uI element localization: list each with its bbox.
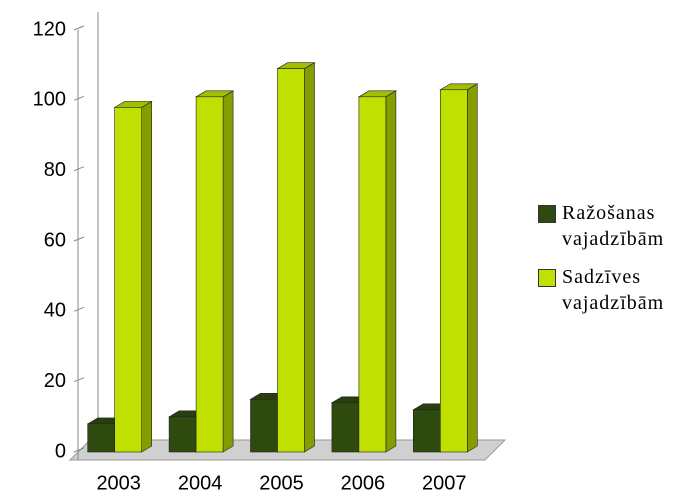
bar-front	[439, 89, 468, 453]
x-tick-label: 2004	[178, 472, 223, 494]
legend-label: Sadzīves vajadzībām	[562, 266, 665, 314]
x-tick-label: 2006	[341, 472, 386, 494]
y-tick-label: 100	[33, 89, 66, 111]
bar-side	[385, 90, 397, 453]
legend-swatch	[538, 205, 556, 223]
y-tick-label: 60	[44, 229, 66, 251]
bar-front	[195, 96, 224, 453]
y-tick-label: 20	[44, 370, 66, 392]
bar	[276, 62, 316, 453]
tick-mark	[73, 447, 85, 453]
tick-mark	[73, 306, 85, 312]
bar-side	[466, 83, 478, 453]
tick-mark	[73, 95, 85, 101]
bar	[439, 83, 479, 453]
bar-side	[141, 100, 152, 453]
x-tick-label: 2007	[422, 472, 467, 494]
tick-mark	[73, 25, 85, 31]
bar-side	[304, 62, 315, 453]
bar	[357, 90, 397, 453]
bar-front	[358, 96, 387, 453]
bar-side	[222, 90, 234, 453]
bar-front	[168, 416, 197, 453]
bar-front	[331, 402, 360, 453]
bar-front	[114, 107, 142, 453]
bar	[195, 90, 235, 453]
bar-front	[412, 409, 441, 453]
bar-front	[277, 68, 305, 453]
y-tick-label: 0	[55, 440, 66, 462]
x-tick-label: 2003	[96, 472, 141, 494]
y-tick-label: 80	[44, 159, 66, 181]
y-tick-label: 120	[33, 18, 66, 40]
x-tick-label: 2005	[259, 472, 304, 494]
y-tick-label: 40	[44, 300, 66, 322]
tick-mark	[73, 166, 85, 172]
bar-front	[250, 398, 278, 453]
bar-front	[87, 423, 115, 453]
tick-mark	[73, 377, 85, 383]
legend-label: Ražošanas vajadzībām	[562, 202, 665, 250]
legend-swatch	[538, 269, 556, 287]
bar	[113, 100, 153, 453]
tick-mark	[73, 236, 85, 242]
